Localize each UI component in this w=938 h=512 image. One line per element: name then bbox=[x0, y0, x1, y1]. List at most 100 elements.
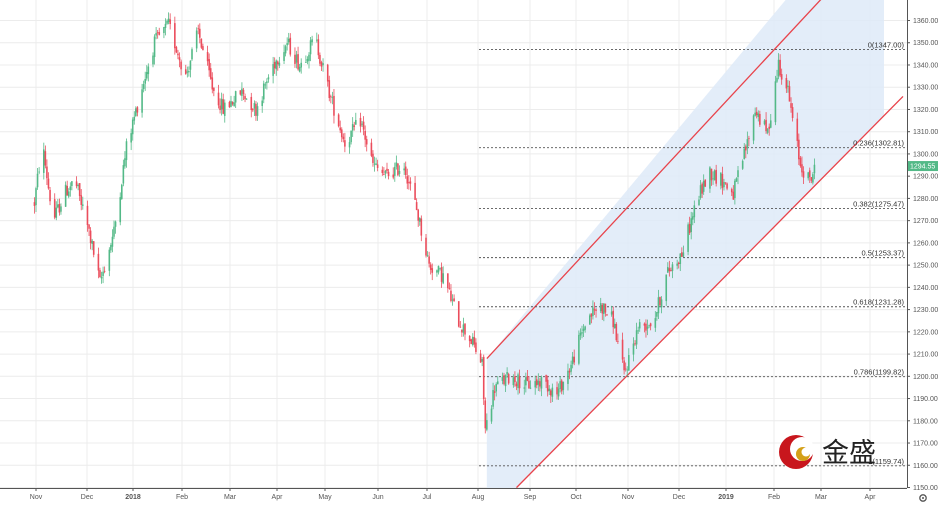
candle-body bbox=[110, 245, 112, 251]
candle-body bbox=[440, 267, 443, 282]
candle-body bbox=[67, 191, 70, 197]
candle-body bbox=[470, 339, 473, 345]
candle-body bbox=[108, 249, 111, 271]
candle-body bbox=[415, 202, 418, 210]
candle-body bbox=[252, 108, 254, 111]
fib-level-label: 0.236(1302.81) bbox=[853, 139, 904, 148]
time-axis-label: Mar bbox=[224, 494, 237, 501]
candle-body bbox=[35, 188, 37, 206]
candle-body bbox=[475, 342, 477, 352]
candle-body bbox=[479, 353, 482, 363]
candle-body bbox=[200, 38, 203, 48]
price-axis-label: 1360.00 bbox=[913, 18, 938, 25]
last-price-label: 1294.55 bbox=[910, 164, 935, 171]
candle-body bbox=[33, 202, 36, 206]
candle-body bbox=[58, 204, 61, 213]
candle-body bbox=[496, 381, 499, 385]
candle-body bbox=[461, 329, 463, 333]
candle-body bbox=[431, 268, 434, 273]
candle-body bbox=[526, 376, 529, 381]
candle-body bbox=[759, 113, 761, 125]
candle-body bbox=[699, 185, 702, 198]
candle-body bbox=[155, 33, 157, 36]
candle-body bbox=[283, 52, 285, 61]
candle-body bbox=[802, 171, 805, 178]
price-axis-label: 1260.00 bbox=[913, 240, 938, 247]
candle-body bbox=[482, 356, 485, 400]
candle-body bbox=[289, 37, 292, 55]
candle-body bbox=[82, 204, 84, 206]
candle-body bbox=[790, 103, 792, 108]
candle-body bbox=[735, 178, 738, 182]
candle-body bbox=[394, 166, 396, 176]
candle-body bbox=[406, 176, 409, 184]
candle-body bbox=[665, 274, 668, 302]
candle-body bbox=[442, 273, 444, 284]
candle-body bbox=[777, 59, 780, 77]
candle-body bbox=[144, 79, 146, 84]
time-axis-label: 2018 bbox=[125, 494, 141, 501]
candle-body bbox=[417, 209, 419, 221]
candle-body bbox=[351, 124, 354, 131]
candle-body bbox=[113, 226, 115, 237]
candle-body bbox=[38, 171, 40, 173]
price-axis-label: 1170.00 bbox=[913, 441, 938, 448]
candle-body bbox=[397, 163, 399, 176]
candle-body bbox=[103, 270, 106, 272]
candle-body bbox=[189, 60, 192, 70]
candle-body bbox=[234, 91, 237, 103]
candle-body bbox=[121, 184, 123, 199]
price-axis-label: 1190.00 bbox=[913, 396, 938, 403]
candle-body bbox=[305, 62, 307, 63]
candle-body bbox=[730, 189, 733, 193]
candle-body bbox=[649, 323, 652, 327]
candle-body bbox=[414, 182, 416, 200]
price-axis-label: 1300.00 bbox=[913, 151, 938, 158]
candle-body bbox=[713, 170, 716, 181]
candle-body bbox=[386, 168, 388, 172]
candle-body bbox=[383, 174, 385, 176]
candle-body bbox=[769, 120, 772, 128]
candle-body bbox=[570, 364, 572, 372]
candle-body bbox=[726, 183, 728, 189]
candle-body bbox=[448, 288, 451, 289]
candle-body bbox=[211, 77, 214, 90]
candle-body bbox=[373, 163, 376, 165]
candle-body bbox=[359, 117, 362, 127]
candle-body bbox=[766, 128, 769, 133]
settings-gear-icon[interactable] bbox=[919, 494, 927, 502]
candle-body bbox=[298, 66, 301, 72]
candle-body bbox=[330, 96, 332, 98]
candle-body bbox=[768, 126, 770, 129]
candle-body bbox=[755, 111, 758, 116]
candle-body bbox=[667, 267, 669, 273]
candle-body bbox=[606, 314, 608, 316]
candle-body bbox=[429, 264, 432, 270]
candle-body bbox=[141, 89, 143, 113]
candle-body bbox=[250, 96, 253, 111]
candle-body bbox=[404, 166, 407, 176]
candle-body bbox=[278, 62, 281, 66]
candle-body bbox=[420, 218, 423, 236]
logo-text: 金盛 bbox=[822, 438, 876, 469]
candle-body bbox=[362, 121, 365, 130]
candle-body bbox=[453, 298, 455, 302]
candle-body bbox=[593, 309, 596, 311]
candle-body bbox=[617, 340, 619, 342]
price-axis-label: 1340.00 bbox=[913, 62, 938, 69]
candle-body bbox=[671, 264, 674, 271]
candle-body bbox=[264, 84, 267, 86]
candle-body bbox=[395, 162, 398, 167]
candle-body bbox=[537, 380, 540, 385]
candle-body bbox=[375, 163, 377, 165]
time-axis-label: Nov bbox=[30, 494, 43, 501]
candle-body bbox=[300, 62, 302, 68]
candle-body bbox=[517, 374, 519, 389]
time-axis-label: Apr bbox=[865, 494, 877, 501]
candle-body bbox=[53, 199, 56, 218]
candle-body bbox=[801, 164, 803, 173]
candle-body bbox=[355, 119, 357, 125]
candle-body bbox=[507, 374, 510, 384]
time-axis-label: May bbox=[318, 494, 332, 501]
candle-body bbox=[464, 323, 466, 335]
